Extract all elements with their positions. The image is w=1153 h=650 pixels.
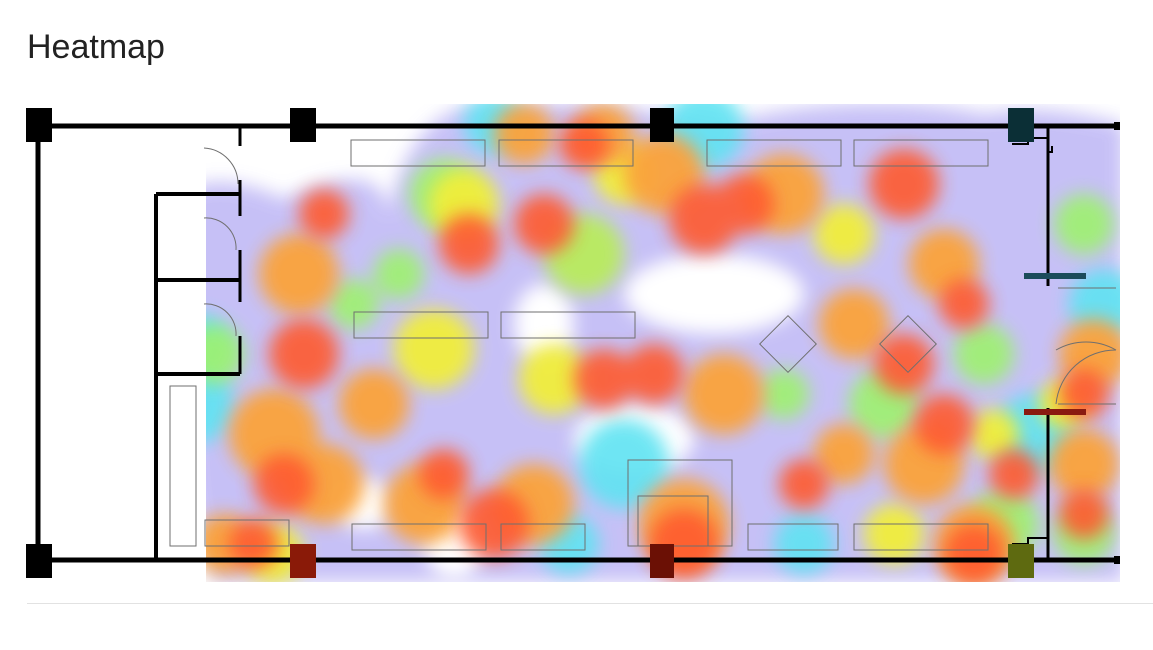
fixture-counter — [853, 523, 989, 551]
fixture-counter — [351, 523, 487, 551]
fixture-counter — [500, 311, 636, 339]
column — [26, 108, 52, 142]
fixture-counter — [853, 139, 989, 167]
page-title: Heatmap — [27, 28, 165, 66]
column — [290, 108, 316, 142]
fixture-counter — [353, 311, 489, 339]
door-swing — [203, 303, 237, 337]
column — [1008, 544, 1034, 578]
door-swing — [203, 217, 237, 251]
fixture-counter — [706, 139, 842, 167]
fixture-display — [759, 315, 817, 373]
fixture-shelf — [169, 385, 197, 547]
door-swing — [203, 147, 239, 185]
column — [26, 544, 52, 578]
fixture-counter — [500, 523, 586, 551]
wall-end-cap — [1114, 556, 1120, 564]
column — [290, 544, 316, 578]
fixture-display — [879, 315, 937, 373]
divider — [27, 603, 1153, 604]
wall-detail — [1048, 146, 1053, 153]
heat-red — [229, 119, 1109, 582]
column — [650, 108, 674, 142]
fixture-counter — [350, 139, 486, 167]
fixture-counter — [204, 519, 290, 547]
door-swing — [1055, 341, 1117, 351]
floorplan-columns — [26, 108, 1120, 578]
floorplan-heatmap-svg — [26, 104, 1120, 582]
column — [650, 544, 674, 578]
heat-layer — [206, 104, 1120, 582]
floorplan-walls — [35, 123, 1118, 563]
door-swing — [1055, 349, 1117, 405]
wall-end-cap — [1114, 122, 1120, 130]
fixture-counter — [498, 139, 634, 167]
heat-yellow — [244, 144, 1089, 582]
column — [1008, 108, 1034, 142]
fixture-counter — [747, 523, 839, 551]
heatmap-canvas[interactable] — [24, 104, 1124, 582]
